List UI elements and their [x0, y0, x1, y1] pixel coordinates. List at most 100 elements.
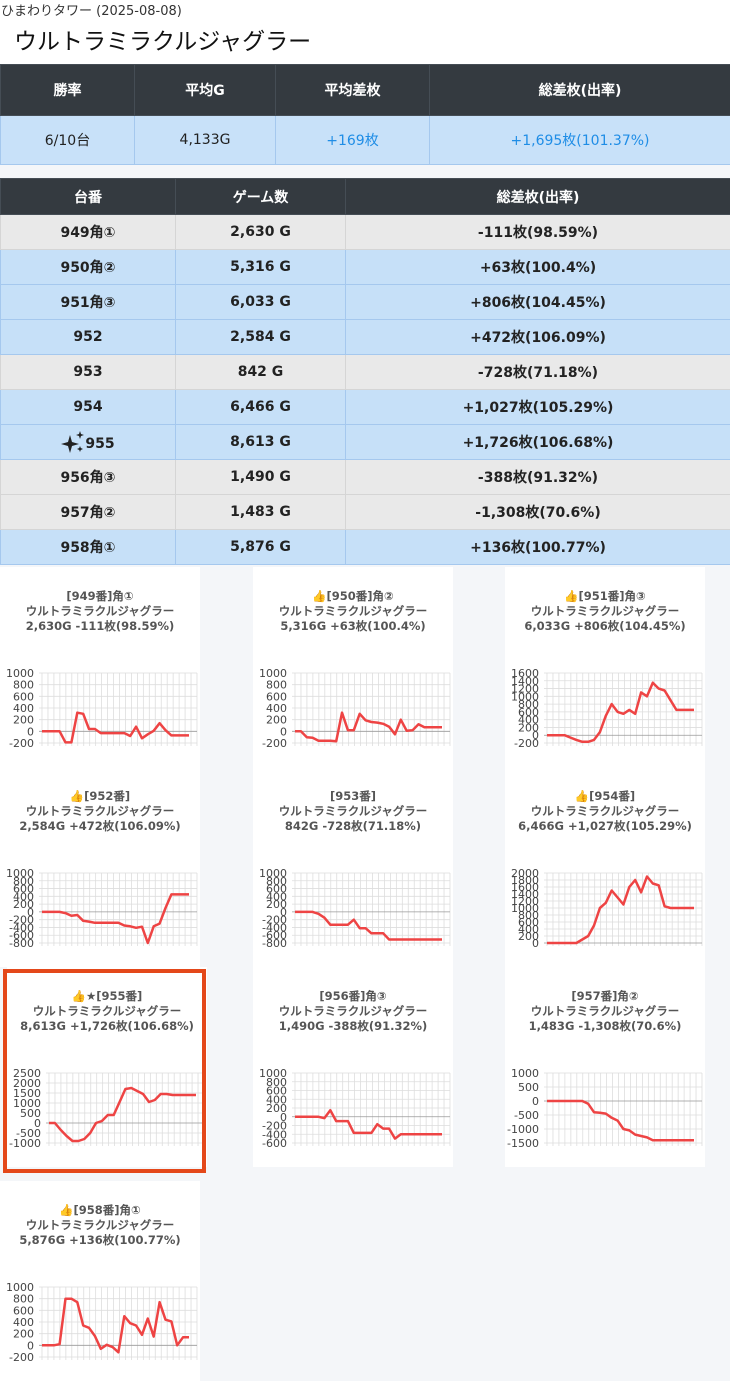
machine-id[interactable]: 951角③: [0, 284, 176, 320]
graph-title: [953番] ウルトラミラクルジャグラー 842G -728枚(71.18%): [253, 789, 453, 834]
machine-id-label: 954: [73, 399, 103, 415]
header-games: ゲーム数: [175, 178, 346, 215]
total-diff: +1,726枚(106.68%): [345, 424, 730, 460]
game-count: 5,316 G: [175, 249, 346, 285]
graph-card[interactable]: [953番] ウルトラミラクルジャグラー 842G -728枚(71.18%) 100…: [253, 767, 453, 967]
table-row: 953 842 G -728枚(71.18%): [0, 354, 730, 390]
avg-diff-value: +169枚: [275, 115, 430, 165]
y-tick-label: 400: [266, 890, 287, 903]
y-tick-label: 600: [266, 1085, 287, 1098]
y-tick-label: -800: [9, 937, 34, 950]
machine-id[interactable]: 953: [0, 354, 176, 390]
y-tick-label: -200: [514, 737, 539, 750]
graph-card[interactable]: [956番]角③ ウルトラミラクルジャグラー 1,490G -388枚(91.32%…: [253, 967, 453, 1167]
y-tick-label: 1000: [511, 690, 539, 703]
y-tick-label: 800: [266, 875, 287, 888]
y-tick-label: -400: [262, 921, 287, 934]
machine-id[interactable]: 950角②: [0, 249, 176, 285]
y-tick-label: 800: [518, 698, 539, 711]
machine-id[interactable]: 952: [0, 319, 176, 355]
y-tick-label: 0: [34, 1117, 41, 1130]
header-machine-id: 台番: [0, 178, 176, 215]
machine-id-label: 951角③: [60, 295, 116, 311]
graph-title-line: 842G -728枚(71.18%): [284, 819, 422, 833]
header-win-rate: 勝率: [0, 64, 135, 116]
graph-card[interactable]: 👍[958番]角① ウルトラミラクルジャグラー 5,876G +136枚(100.7…: [0, 1181, 200, 1381]
highlight-frame: [3, 969, 206, 1173]
graph-title-line: 2,630G -111枚(98.59%): [25, 619, 175, 633]
machine-id[interactable]: 954: [0, 389, 176, 425]
avg-games-value: 4,133G: [134, 115, 276, 165]
graph-title-line: 👍★[955番]: [71, 989, 143, 1003]
y-tick-label: -500: [16, 1127, 41, 1140]
win-rate-value: 6/10台: [0, 115, 135, 165]
machine-id[interactable]: 958角①: [0, 529, 176, 565]
graph-title-line: ウルトラミラクルジャグラー: [278, 604, 428, 618]
y-tick-label: 200: [13, 714, 34, 727]
y-tick-label: 1000: [259, 667, 287, 680]
y-tick-label: 600: [518, 706, 539, 719]
table-row: 950角② 5,316 G +63枚(100.4%): [0, 249, 730, 285]
y-tick-label: 1400: [511, 888, 539, 901]
machine-id[interactable]: 955: [0, 424, 176, 460]
y-tick-label: -600: [262, 929, 287, 942]
graph-title-line: 1,483G -1,308枚(70.6%): [528, 1019, 682, 1033]
machine-id-label: 950角②: [60, 260, 116, 276]
y-tick-label: 800: [13, 875, 34, 888]
series-line: [295, 1108, 442, 1140]
total-diff: +1,027枚(105.29%): [345, 389, 730, 425]
game-count: 8,613 G: [175, 424, 346, 460]
y-tick-label: 1600: [511, 667, 539, 680]
graph-card[interactable]: 👍[952番] ウルトラミラクルジャグラー 2,584G +472枚(106.09%…: [0, 767, 200, 967]
y-tick-label: -500: [514, 1109, 539, 1122]
machine-id[interactable]: 956角③: [0, 459, 176, 495]
total-diff-value: +1,695枚(101.37%): [429, 115, 730, 165]
machine-id[interactable]: 957角②: [0, 494, 176, 530]
machine-table: 台番 ゲーム数 総差枚(出率) 949角① 2,630 G -111枚(98.59%…: [0, 178, 730, 565]
series-line: [295, 711, 442, 743]
graph-title-line: ウルトラミラクルジャグラー: [530, 604, 680, 618]
total-diff: -388枚(91.32%): [345, 459, 730, 495]
machine-id-label: 955: [85, 436, 115, 452]
y-tick-label: 1000: [259, 867, 287, 880]
y-tick-label: 2000: [511, 867, 539, 880]
header-avg-games: 平均G: [134, 64, 276, 116]
y-tick-label: 600: [13, 690, 34, 703]
graph-card[interactable]: 👍[951番]角③ ウルトラミラクルジャグラー 6,033G +806枚(104.4…: [505, 567, 705, 767]
y-tick-label: 200: [13, 1328, 34, 1341]
summary-table: 勝率 平均G 平均差枚 総差枚(出率) 6/10台 4,133G +169枚 +…: [0, 64, 730, 165]
series-line: [42, 1297, 189, 1354]
graph-card[interactable]: 👍[954番] ウルトラミラクルジャグラー 6,466G +1,027枚(105.2…: [505, 767, 705, 967]
graph-card[interactable]: [949番]角① ウルトラミラクルジャグラー 2,630G -111枚(98.59%…: [0, 567, 200, 767]
y-tick-label: 800: [266, 1076, 287, 1089]
table-row: 951角③ 6,033 G +806枚(104.45%): [0, 284, 730, 320]
graph-card[interactable]: [957番]角② ウルトラミラクルジャグラー 1,483G -1,308枚(70.6…: [505, 967, 705, 1167]
y-tick-label: 1000: [13, 1097, 41, 1110]
graph-title-line: 6,466G +1,027枚(105.29%): [518, 819, 692, 833]
machine-id[interactable]: 949角①: [0, 214, 176, 250]
y-tick-label: 800: [518, 909, 539, 922]
y-tick-label: 200: [518, 721, 539, 734]
graph-card[interactable]: 👍★[955番] ウルトラミラクルジャグラー 8,613G +1,726枚(106.…: [7, 967, 207, 1167]
header-diff: 総差枚(出率): [345, 178, 730, 215]
y-tick-label: 400: [266, 1093, 287, 1106]
machine-id-label: 953: [73, 364, 103, 380]
graph-title-line: 5,316G +63枚(100.4%): [280, 619, 426, 633]
series-line: [547, 1099, 694, 1142]
y-tick-label: 800: [266, 679, 287, 692]
game-count: 1,483 G: [175, 494, 346, 530]
y-tick-label: 1000: [6, 667, 34, 680]
game-count: 2,630 G: [175, 214, 346, 250]
series-line: [295, 910, 442, 941]
graph-title-line: ウルトラミラクルジャグラー: [278, 804, 428, 818]
total-diff: +136枚(100.77%): [345, 529, 730, 565]
graph-title-line: ウルトラミラクルジャグラー: [530, 1004, 680, 1018]
graph-card[interactable]: 👍[950番]角② ウルトラミラクルジャグラー 5,316G +63枚(100.4%…: [253, 567, 453, 767]
y-tick-label: -600: [262, 1137, 287, 1150]
y-tick-label: -1500: [507, 1137, 539, 1150]
graph-title-line: [957番]角②: [571, 989, 639, 1003]
graph-title: 👍[950番]角② ウルトラミラクルジャグラー 5,316G +63枚(100.4%…: [253, 589, 453, 634]
